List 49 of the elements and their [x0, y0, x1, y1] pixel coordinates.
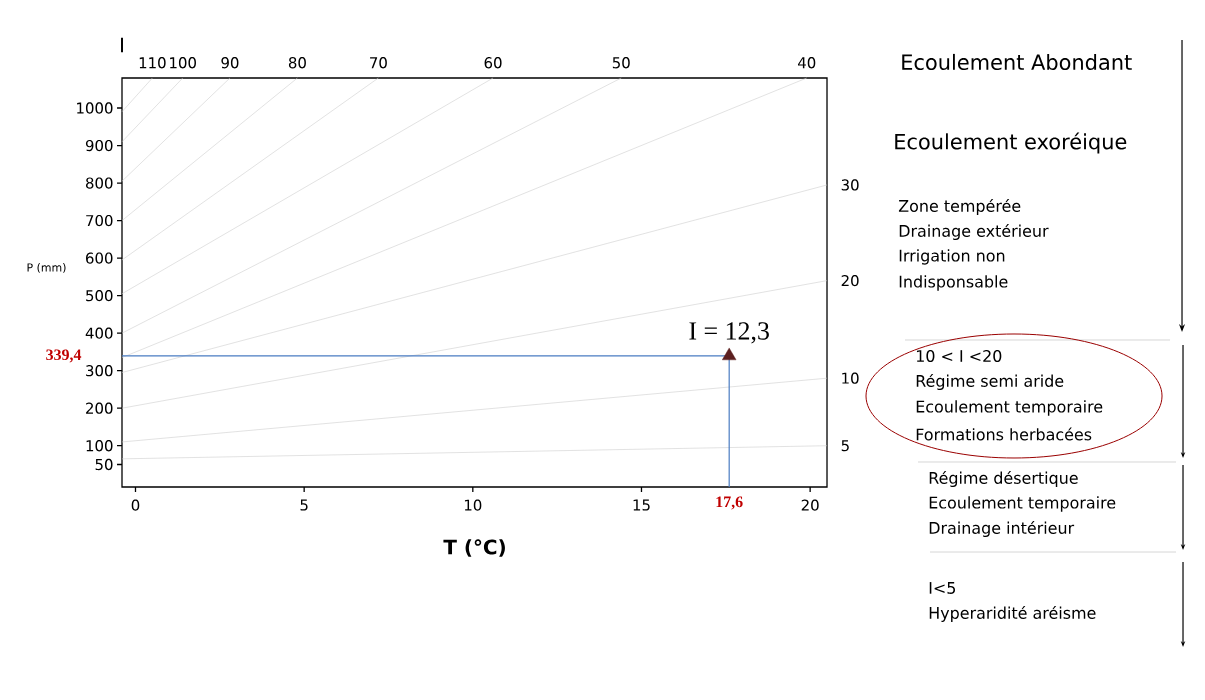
text: 339,4	[46, 349, 82, 363]
series-label: 10	[842, 372, 859, 384]
x-tick-label: 0	[131, 499, 140, 511]
text: Régime semi aride	[916, 373, 1064, 391]
legend-title: I	[121, 37, 123, 53]
text: Drainage intérieur	[929, 520, 1075, 538]
text: Ecoulement temporaire	[916, 400, 1103, 416]
annotation: I = 12,3	[689, 322, 769, 344]
y-tick-label: 200	[86, 402, 113, 414]
y-tick-label: 600	[86, 252, 113, 264]
text: Régime désertique	[929, 470, 1078, 488]
y-tick-label: 500	[86, 289, 113, 302]
text: 17,6	[716, 496, 743, 510]
series-label: 5	[841, 440, 849, 452]
text: Ecoulement temporaire	[929, 496, 1116, 512]
series-label: 50	[612, 57, 630, 69]
x-tick-label: 15	[633, 499, 650, 511]
text: Ecoulement Abondant	[902, 53, 1132, 71]
x-axis-title: T (°C)	[443, 539, 505, 557]
text: Irrigation non	[899, 249, 1005, 265]
series-label: 60	[484, 57, 502, 69]
y-tick-label: 400	[85, 327, 113, 339]
series-label: 100	[170, 57, 196, 69]
series-label: 90	[221, 57, 239, 69]
y-axis-title: P (mm)	[27, 263, 66, 273]
y-tick-label: 300	[86, 365, 113, 377]
series-label: 30	[841, 179, 859, 191]
series-label: 70	[370, 57, 387, 69]
text: Formations herbacées	[916, 427, 1092, 441]
y-tick-label: 700	[86, 214, 113, 227]
x-tick-label: 5	[300, 499, 308, 511]
series-label: 110	[139, 57, 166, 69]
text: Hyperaridité aréisme	[929, 605, 1096, 623]
x-tick-label: 10	[464, 499, 482, 511]
text: Drainage extérieur	[899, 223, 1049, 241]
x-tick-label: 20	[801, 499, 819, 511]
y-tick-label: 50	[95, 458, 113, 471]
text: Ecoulement exoréique	[895, 132, 1127, 154]
series-label: 20	[841, 274, 859, 287]
text: Indisponsable	[899, 275, 1008, 291]
y-tick-label: 100	[86, 440, 113, 452]
series-label: 40	[798, 57, 816, 69]
y-tick-label: 1000	[77, 102, 113, 114]
text: Zone tempérée	[898, 198, 1021, 216]
text: I<5	[929, 582, 956, 594]
series-label: 80	[288, 57, 306, 69]
y-tick-label: 800	[85, 177, 113, 189]
text: 10 < I <20	[916, 349, 1002, 363]
y-tick-label: 900	[85, 139, 113, 152]
